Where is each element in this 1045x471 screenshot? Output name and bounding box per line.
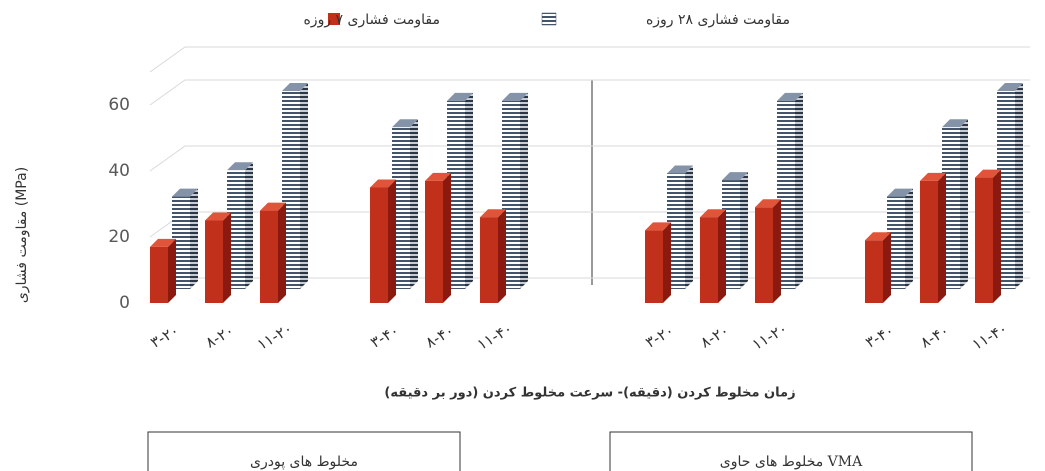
- bar: [480, 209, 506, 303]
- x-axis-label: زمان مخلوط کردن (دقیقه)- سرعت مخلوط کردن…: [384, 386, 795, 401]
- grid-line: [149, 79, 1030, 106]
- x-tick-label: ۳-۴۰: [862, 321, 897, 351]
- x-tick-label: ۳-۲۰: [147, 321, 182, 351]
- bar: [172, 188, 198, 289]
- grid-line: [149, 46, 1030, 73]
- x-tick-label: ۸-۲۰: [202, 321, 237, 351]
- y-tick-label: 40: [108, 161, 130, 181]
- bar: [667, 165, 693, 289]
- x-tick-label: ۳-۲۰: [642, 321, 677, 351]
- group-label: مخلوط های پودری: [250, 454, 358, 470]
- bar: [282, 83, 308, 289]
- legend-swatch: [328, 13, 340, 25]
- bar: [425, 172, 451, 303]
- y-axis-label: مقاومت فشاری (MPa): [14, 167, 30, 303]
- bar: [942, 119, 968, 289]
- bar: [150, 238, 176, 303]
- bar: [205, 212, 231, 303]
- bar: [370, 179, 396, 303]
- bar: [865, 232, 891, 303]
- bar: [975, 169, 1001, 303]
- legend-swatch: [541, 12, 557, 26]
- legend-label: مقاومت فشاری ۲۸ روزه: [646, 12, 790, 28]
- bar: [260, 202, 286, 303]
- x-tick-label: ۸-۴۰: [917, 321, 952, 351]
- bar: [700, 209, 726, 303]
- group-label: مخلوط های حاوی VMA: [720, 454, 863, 470]
- x-tick-label: ۸-۴۰: [422, 321, 457, 351]
- bar: [645, 222, 671, 303]
- grid-line: [149, 145, 1030, 172]
- bar: [722, 172, 748, 289]
- bar: [447, 92, 473, 290]
- group-box: [609, 431, 973, 471]
- x-tick-label: ۱۱-۴۰: [969, 319, 1011, 353]
- x-tick-label: ۱۱-۴۰: [474, 319, 516, 353]
- bar: [777, 92, 803, 290]
- group-box: [147, 431, 461, 471]
- x-tick-label: ۱۱-۲۰: [254, 319, 296, 353]
- bar: [755, 199, 781, 303]
- bar: [887, 188, 913, 289]
- legend-label: مقاومت فشاری ۷ روزه: [303, 12, 440, 28]
- y-tick-label: 60: [108, 95, 130, 115]
- x-tick-label: ۱۱-۲۰: [749, 319, 791, 353]
- x-tick-label: ۸-۲۰: [697, 321, 732, 351]
- y-tick-label: 20: [108, 227, 130, 247]
- x-tick-label: ۳-۴۰: [367, 321, 402, 351]
- bar: [502, 92, 528, 290]
- y-tick-label: 0: [119, 293, 130, 313]
- bar: [997, 83, 1023, 289]
- bar: [920, 172, 946, 303]
- bar: [392, 119, 418, 289]
- bar: [227, 162, 253, 289]
